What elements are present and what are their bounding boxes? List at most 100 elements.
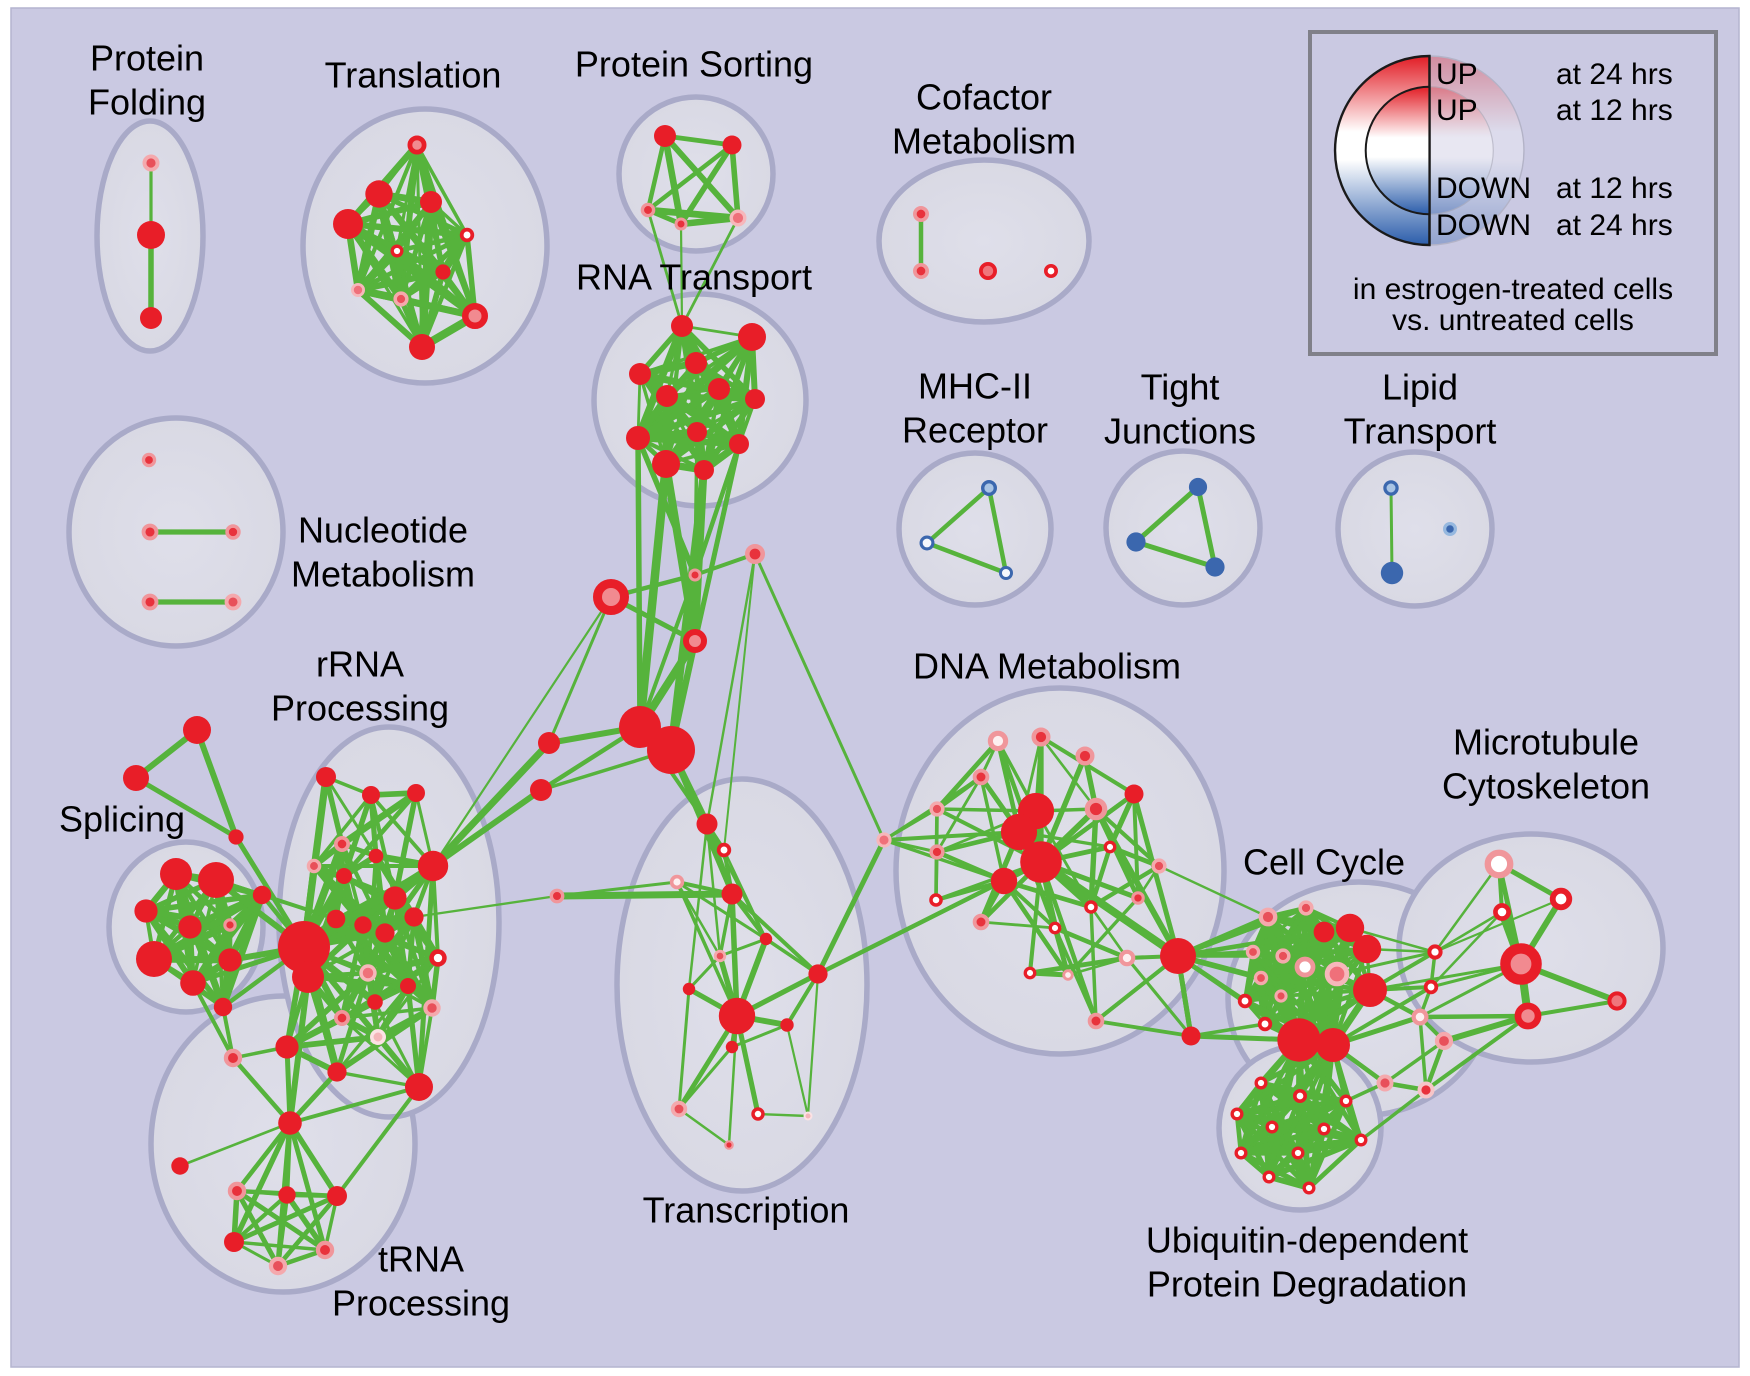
network-edge	[341, 790, 419, 879]
network-edge	[1175, 929, 1327, 959]
network-edge	[394, 232, 470, 254]
network-edge	[1066, 896, 1140, 977]
network-node	[278, 1186, 296, 1204]
network-node	[979, 262, 998, 281]
cluster-label-ubiquitin-dependent-protein-degradation: Protein Degradation	[1147, 1264, 1467, 1305]
network-edge	[151, 892, 265, 962]
network-node	[327, 1062, 347, 1082]
cluster-label-ubiquitin-dependent-protein-degradation: Ubiquitin-dependent	[1146, 1220, 1468, 1261]
network-node	[400, 978, 416, 994]
cluster-mhc-ii-receptor	[896, 450, 1054, 608]
network-edge	[231, 1120, 293, 1245]
network-edge	[392, 790, 419, 901]
network-node	[1103, 840, 1117, 854]
network-node	[1230, 1107, 1244, 1121]
network-edge	[1418, 1015, 1428, 1092]
network-edge	[429, 739, 553, 870]
network-node	[682, 982, 696, 996]
network-node	[1298, 900, 1314, 916]
network-edge	[547, 595, 613, 745]
network-edge	[645, 142, 735, 213]
network-edge	[355, 287, 425, 350]
cluster-label-cell-cycle: Cell Cycle	[1243, 842, 1405, 883]
network-edge	[1125, 956, 1193, 1038]
network-node	[375, 923, 395, 943]
network-node	[1087, 1012, 1105, 1030]
network-node	[1335, 913, 1365, 943]
network-node	[1031, 727, 1051, 747]
network-node	[1234, 1146, 1248, 1160]
network-edge	[705, 552, 757, 826]
network-node	[745, 389, 765, 409]
network-node	[141, 593, 159, 611]
network-node	[278, 921, 330, 973]
network-edge	[335, 984, 410, 1074]
network-node	[1354, 1133, 1368, 1147]
network-node	[1294, 956, 1316, 978]
network-node	[1075, 746, 1095, 766]
network-edge	[729, 142, 741, 221]
network-node	[224, 593, 242, 611]
network-node	[759, 932, 773, 946]
network-edge	[1433, 910, 1504, 954]
network-edge	[230, 1055, 293, 1126]
network-node	[1352, 934, 1382, 964]
network-node	[136, 941, 172, 977]
network-edge	[354, 268, 447, 294]
network-edge	[677, 987, 691, 1111]
network-edge	[275, 1193, 340, 1269]
network-node	[626, 426, 650, 450]
network-edge	[133, 775, 239, 840]
network-node	[383, 886, 407, 910]
cluster-label-rrna-processing: Processing	[271, 688, 449, 729]
network-edge	[675, 880, 739, 1018]
network-node	[929, 893, 943, 907]
network-node	[171, 1157, 189, 1175]
network-edge	[1133, 484, 1201, 545]
network-node	[336, 868, 352, 884]
network-edge	[287, 1120, 328, 1253]
network-edge	[679, 222, 684, 328]
network-node	[223, 1048, 243, 1068]
network-node	[683, 629, 707, 653]
cluster-label-nucleotide-metabolism: Nucleotide	[298, 510, 468, 551]
network-node	[292, 961, 324, 993]
network-node	[142, 154, 160, 172]
network-edge	[1157, 864, 1270, 919]
network-edge	[730, 892, 820, 976]
network-edge	[664, 393, 758, 402]
cluster-label-transcription: Transcription	[643, 1190, 850, 1231]
network-node	[409, 334, 435, 360]
cluster-label-rrna-processing: rRNA	[316, 644, 404, 685]
network-node	[1316, 1028, 1350, 1062]
network-node	[972, 913, 990, 931]
network-edge	[1094, 1019, 1193, 1038]
network-edge	[1195, 484, 1218, 570]
network-node	[685, 352, 707, 374]
network-edge	[677, 214, 742, 228]
network-edge	[986, 485, 1009, 576]
network-node	[876, 832, 892, 848]
network-node	[696, 813, 718, 835]
network-node	[316, 767, 336, 787]
network-edge	[635, 435, 643, 730]
network-node	[354, 916, 372, 934]
network-node	[462, 303, 488, 329]
network-node	[1313, 921, 1335, 943]
network-node	[1549, 887, 1573, 911]
network-node	[315, 1240, 335, 1260]
network-edge	[354, 247, 401, 294]
cluster-transcription	[614, 776, 870, 1194]
network-node	[998, 565, 1013, 580]
network-node	[738, 323, 766, 351]
network-node	[725, 1040, 739, 1054]
legend-direction-label: UP	[1436, 94, 1478, 127]
network-edge	[1001, 878, 1071, 978]
network-edge	[1189, 1022, 1267, 1038]
network-edge	[1088, 806, 1099, 910]
network-edge	[634, 395, 759, 442]
network-edge	[288, 1085, 421, 1125]
cluster-label-tight-junctions: Junctions	[1104, 411, 1256, 452]
network-node	[1417, 1081, 1435, 1099]
network-node	[350, 282, 365, 297]
